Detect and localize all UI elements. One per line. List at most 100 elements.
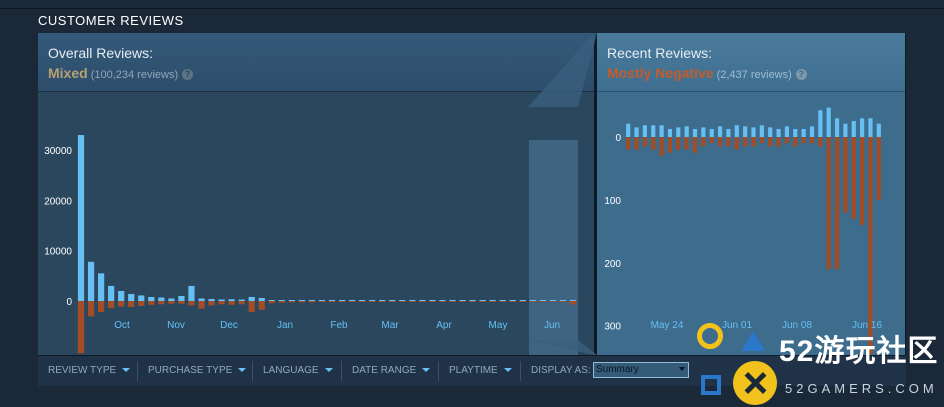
negative-bar [228, 301, 235, 305]
filter-review-type[interactable]: REVIEW TYPE [38, 356, 131, 386]
negative-bar [499, 301, 506, 302]
negative-bar [238, 301, 245, 305]
x-tick-label: Jan [277, 320, 293, 331]
filter-purchase-type[interactable]: PURCHASE TYPE [138, 356, 247, 386]
negative-bar [148, 301, 155, 305]
negative-bar [459, 301, 466, 302]
negative-bar [158, 301, 165, 305]
positive-bar [419, 300, 426, 301]
circle-icon [697, 323, 723, 349]
y-tick-label: 20000 [44, 196, 72, 207]
positive-bar [218, 299, 225, 301]
positive-bar [801, 128, 806, 137]
x-tick-label: Mar [381, 320, 399, 331]
negative-bar [188, 301, 195, 306]
positive-bar [409, 300, 416, 301]
x-tick-label: Dec [220, 320, 238, 331]
divider [252, 361, 253, 381]
negative-bar [569, 301, 577, 305]
negative-bar [860, 137, 865, 226]
positive-bar [651, 125, 656, 137]
highlighted-range [529, 140, 578, 355]
positive-bar [768, 127, 773, 137]
x-tick-label: May 24 [651, 320, 684, 331]
positive-bar [709, 128, 714, 137]
overall-reviews-label: Overall Reviews: [48, 45, 154, 61]
caret-down-icon [503, 368, 512, 372]
negative-bar [489, 301, 496, 302]
divider [137, 361, 138, 381]
overall-reviews-summary: Mixed (100,234 reviews)? [48, 65, 194, 81]
negative-bar [793, 137, 798, 147]
negative-bar [278, 301, 285, 303]
negative-bar [768, 137, 773, 147]
filter-playtime[interactable]: PLAYTIME [439, 356, 512, 386]
positive-bar [519, 300, 526, 301]
positive-bar [429, 300, 436, 301]
x-tick-label: Apr [436, 320, 452, 331]
positive-bar [743, 126, 748, 137]
positive-bar [569, 300, 577, 301]
x-tick-label: Jun 01 [722, 320, 752, 331]
negative-bar [288, 301, 295, 303]
help-icon[interactable]: ? [795, 69, 807, 80]
overall-summary-text[interactable]: Mixed [48, 65, 88, 81]
negative-bar [634, 137, 639, 150]
y-tick-label: 0 [66, 297, 72, 308]
overall-reviews-header: Overall Reviews: Mixed (100,234 reviews)? [38, 33, 594, 92]
negative-bar [519, 301, 526, 302]
watermark: 52游玩社区 52GAMERS.COM [697, 321, 944, 407]
negative-bar [559, 301, 567, 302]
positive-bar [439, 300, 446, 301]
help-icon[interactable]: ? [182, 69, 194, 80]
negative-bar [692, 137, 698, 153]
positive-bar [626, 123, 631, 137]
negative-bar [77, 301, 85, 354]
negative-bar [759, 137, 764, 144]
recent-reviews-panel: Recent Reviews: Mostly Negative (2,437 re… [597, 33, 905, 355]
negative-bar [138, 301, 145, 306]
positive-bar [278, 300, 285, 301]
section-title: CUSTOMER REVIEWS [38, 13, 184, 28]
positive-bar [479, 300, 486, 301]
positive-bar [676, 127, 681, 137]
negative-bar [439, 301, 446, 302]
negative-bar [801, 137, 806, 144]
filter-label: DATE RANGE [352, 365, 417, 376]
caret-down-icon [238, 368, 247, 372]
negative-bar [529, 301, 536, 302]
positive-bar [97, 273, 105, 301]
overall-histogram-plot[interactable]: 0 10000 20000 30000 Oct Nov Dec Jan Feb Mar Apr May… [38, 92, 594, 355]
positive-bar [128, 293, 135, 301]
recent-summary-text[interactable]: Mostly Negative [607, 65, 714, 81]
negative-bar [268, 301, 275, 304]
positive-bar [258, 297, 265, 301]
positive-bar [118, 290, 125, 301]
positive-bar [359, 300, 366, 301]
positive-bar [288, 300, 295, 301]
cross-icon [733, 361, 777, 405]
negative-bar [248, 301, 255, 312]
negative-bar [709, 137, 714, 144]
filter-language[interactable]: LANGUAGE [253, 356, 333, 386]
display-as-select[interactable]: Summary [593, 362, 689, 378]
positive-bar [298, 300, 306, 301]
positive-bar [228, 299, 235, 301]
positive-bar [449, 300, 456, 301]
filter-date-range[interactable]: DATE RANGE [342, 356, 431, 386]
positive-bar [860, 118, 865, 137]
recent-histogram-plot[interactable]: 0 100 200 300 May 24 Jun 01 Jun 08 Jun 16 [597, 92, 905, 355]
negative-bar [97, 301, 105, 312]
filter-label: PURCHASE TYPE [148, 365, 233, 376]
negative-bar [108, 301, 115, 309]
negative-bar [784, 137, 790, 144]
negative-bar [876, 137, 881, 200]
negative-bar [359, 301, 366, 302]
recent-review-count: (2,437 reviews) [716, 69, 792, 81]
negative-bar [328, 301, 336, 303]
positive-bar [701, 127, 706, 137]
negative-bar [399, 301, 406, 302]
negative-bar [208, 301, 215, 306]
positive-bar [529, 300, 536, 301]
positive-bar [751, 127, 756, 137]
